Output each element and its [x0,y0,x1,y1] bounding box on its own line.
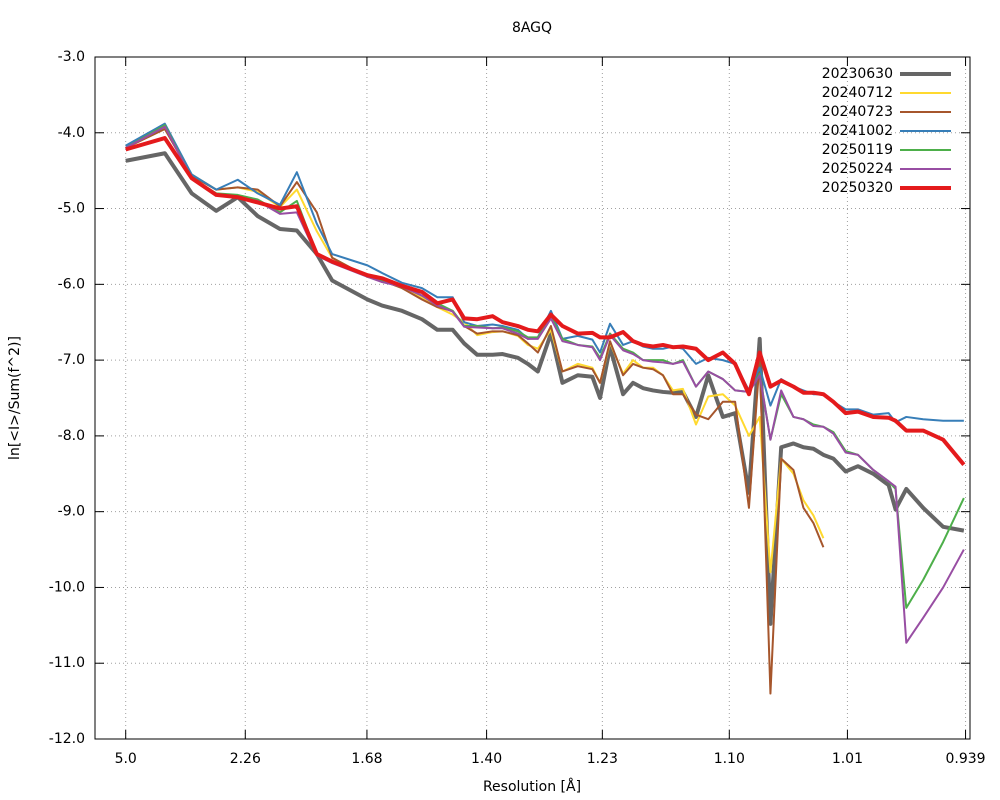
x-tick-label: 2.26 [230,751,261,767]
legend-label: 20240712 [822,85,893,101]
series-line [125,136,966,466]
y-tick-label: -11.0 [49,655,85,671]
x-tick-label: 1.68 [351,751,382,767]
x-axis-label: Resolution [Å] [483,778,581,795]
legend-label: 20230630 [822,66,893,82]
y-tick-label: -3.0 [58,49,85,65]
legend-label: 20250119 [822,142,893,158]
series-line [125,151,965,626]
y-tick-label: -12.0 [49,731,85,747]
x-tick-label: 5.0 [115,751,137,767]
y-tick-label: -7.0 [58,352,85,368]
x-tick-label: 1.10 [714,751,745,767]
x-tick-label: 1.23 [587,751,618,767]
y-tick-label: -4.0 [58,125,85,141]
y-tick-label: -9.0 [58,504,85,520]
y-axis-label: ln[<I>/Sum(f^2)] [7,336,23,460]
x-tick-label: 1.40 [471,751,502,767]
y-tick-label: -8.0 [58,428,85,444]
plot-frame [94,56,971,740]
legend-label: 20240723 [822,104,893,120]
series-line [125,124,965,609]
chart-title: 8AGQ [512,20,552,36]
y-tick-label: -10.0 [49,579,85,595]
y-tick-label: -6.0 [58,276,85,292]
series-line [125,127,825,695]
x-tick-label: 0.939 [946,751,986,767]
legend-label: 20241002 [822,123,893,139]
y-tick-label: -5.0 [58,201,85,217]
legend-label: 20250320 [822,180,893,196]
legend-label: 20250224 [822,161,893,177]
series-line [125,125,965,644]
x-tick-label: 1.01 [832,751,863,767]
